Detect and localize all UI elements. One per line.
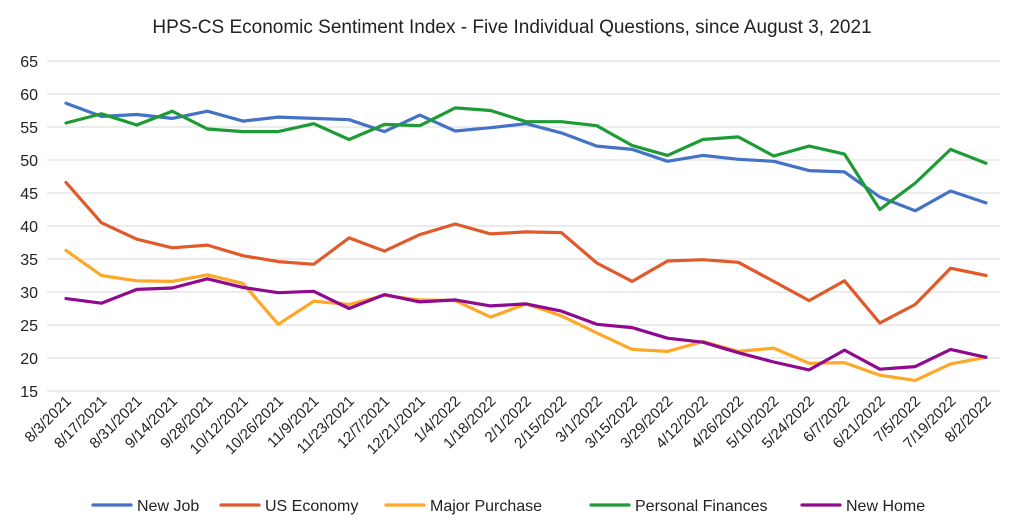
series-lines <box>64 101 988 382</box>
y-tick-label: 65 <box>20 54 38 71</box>
legend: New Job US Economy Major Purchase Personal … <box>91 498 925 515</box>
series-line-new-home <box>64 277 988 372</box>
y-tick-label: 60 <box>20 87 38 104</box>
y-axis-ticks: 15 20 25 30 35 40 45 50 55 60 65 <box>20 54 38 401</box>
y-tick-label: 45 <box>20 186 38 203</box>
gridlines <box>47 60 1000 392</box>
series-line-us-economy <box>64 180 988 325</box>
y-tick-label: 35 <box>20 252 38 269</box>
chart-title: HPS-CS Economic Sentiment Index - Five I… <box>152 17 871 38</box>
legend-label-us-economy: US Economy <box>265 498 358 515</box>
y-tick-label: 25 <box>20 318 38 335</box>
legend-label-new-job: New Job <box>137 498 199 515</box>
y-tick-label: 15 <box>20 384 38 401</box>
legend-label-new-home: New Home <box>846 498 925 515</box>
legend-label-personal-finances: Personal Finances <box>635 498 768 515</box>
y-tick-label: 50 <box>20 153 38 170</box>
series-line-personal-finances <box>64 106 988 212</box>
series-line-new-job <box>64 101 988 213</box>
y-tick-label: 55 <box>20 120 38 137</box>
y-tick-label: 20 <box>20 351 38 368</box>
x-axis-ticks: 8/3/20218/17/20218/31/20219/14/20219/28/… <box>22 393 995 458</box>
y-tick-label: 40 <box>20 219 38 236</box>
legend-label-major-purchase: Major Purchase <box>430 498 542 515</box>
series-line-major-purchase <box>64 248 988 382</box>
y-tick-label: 30 <box>20 285 38 302</box>
